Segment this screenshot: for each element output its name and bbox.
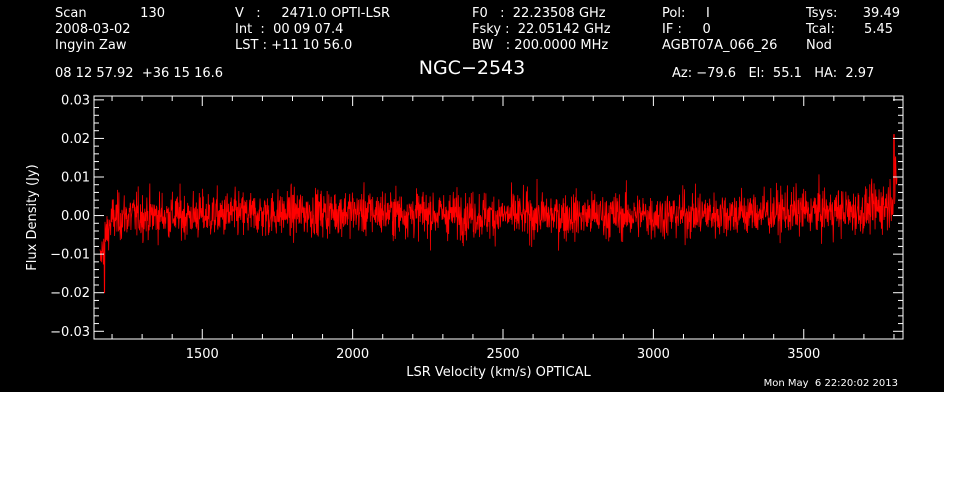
tsys-value: 39.49 <box>862 6 900 21</box>
switching-mode: Nod <box>806 38 832 53</box>
y-tick-label: 0.02 <box>61 132 90 147</box>
x-axis-label: LSR Velocity (km/s) OPTICAL <box>406 365 591 380</box>
observation-date: 2008-03-02 <box>55 22 131 37</box>
sky-coordinates: 08 12 57.92 +36 15 16.6 <box>55 66 224 81</box>
spectrum-plot: 1500 2000 2500 3000 3500 −0.03 −0.02 −0.01 0.00 0… <box>25 93 904 380</box>
integration-line: Int : 00 09 07.4 <box>235 22 344 37</box>
x-tick-label: 2000 <box>336 347 369 362</box>
y-tick-label: 0.01 <box>61 171 90 186</box>
polarization-line: Pol: I <box>662 6 710 21</box>
y-tick-label: 0.03 <box>61 93 90 108</box>
pointing-info: Az: −79.6 El: 55.1 HA: 2.97 <box>672 66 875 81</box>
spectrum-line <box>99 134 898 294</box>
rest-frequency-line: F0 : 22.23508 GHz <box>472 6 606 21</box>
if-line: IF : 0 <box>662 22 711 37</box>
tsys-label: Tsys: <box>806 6 838 21</box>
y-tick-label: −0.01 <box>50 248 90 263</box>
x-tick-label: 1500 <box>186 347 219 362</box>
project-id: AGBT07A_066_26 <box>662 38 778 53</box>
bandwidth-line: BW : 200.0000 MHz <box>472 38 609 53</box>
observer-name: Ingyin Zaw <box>55 38 127 53</box>
y-tick-label: −0.02 <box>50 286 90 301</box>
velocity-line: V : 2471.0 OPTI-LSR <box>235 6 391 21</box>
plot-frame <box>93 95 904 340</box>
x-tick-label: 3500 <box>787 347 820 362</box>
scan-number: 130 <box>140 6 165 21</box>
y-tick-label: 0.00 <box>61 209 90 224</box>
x-tick-label: 2500 <box>486 347 519 362</box>
tcal-label: Tcal: <box>806 22 835 37</box>
y-tick-label: −0.03 <box>50 325 90 340</box>
plot-timestamp: Mon May 6 22:20:02 2013 <box>763 378 898 389</box>
sky-frequency-line: Fsky : 22.05142 GHz <box>472 22 611 37</box>
tcal-value: 5.45 <box>864 22 893 37</box>
spectrum-panel: Scan 130 2008-03-02 Ingyin Zaw V : 2471.… <box>0 0 944 392</box>
y-axis-label: Flux Density (Jy) <box>25 164 40 270</box>
scan-label: Scan <box>55 6 87 21</box>
source-name: NGC−2543 <box>418 57 526 79</box>
x-tick-label: 3000 <box>637 347 670 362</box>
lst-line: LST : +11 10 56.0 <box>235 38 353 53</box>
